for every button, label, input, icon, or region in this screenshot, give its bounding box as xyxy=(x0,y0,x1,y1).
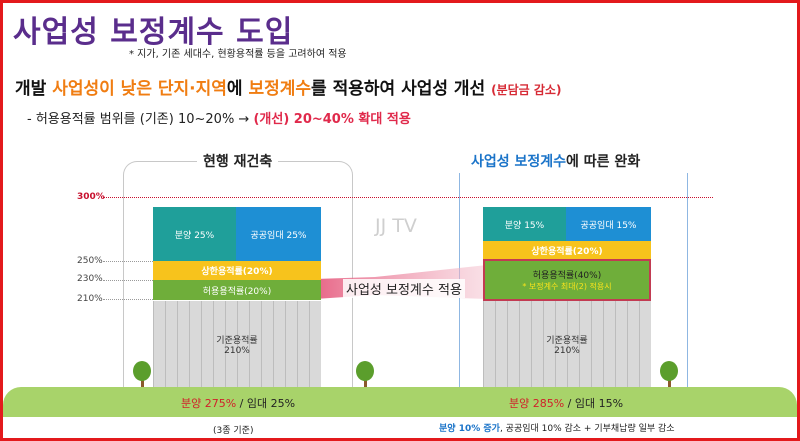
left-base-column xyxy=(153,301,321,393)
right-allowed-ratio-block: 허용용적률(40%) * 보정계수 최대(2) 적용시 xyxy=(483,259,651,301)
y-label-300: 300% xyxy=(77,192,105,202)
right-rental-block: 공공임대 15% xyxy=(566,207,651,241)
left-upper-ratio-block: 상한용적률(20%) xyxy=(153,261,321,280)
right-sale-block: 분양 15% xyxy=(483,207,566,241)
headline-highlight-coefficient: 보정계수 xyxy=(248,79,312,99)
left-base-label: 기준용적률 210% xyxy=(153,330,321,358)
headline-highlight-area: 사업성이 낮은 단지·지역 xyxy=(52,79,227,99)
right-allowed-label: 허용용적률(40%) xyxy=(532,271,602,281)
bullet-prefix: - 허용용적률 범위를 (기존) 10~20% → xyxy=(27,112,254,127)
headline: 개발 사업성이 낮은 단지·지역에 보정계수를 적용하여 사업성 개선 (분담금… xyxy=(15,74,561,99)
right-bracket-right-line xyxy=(687,173,688,393)
left-rental-block: 공공임대 25% xyxy=(236,207,321,261)
guide-250 xyxy=(103,261,161,262)
right-footnote: 분양 10% 증가, 공공임대 10% 감소 + 기부채납량 일부 감소 xyxy=(439,421,675,434)
left-ground-sale: 분양 275% xyxy=(181,397,237,410)
right-caption-rest: 에 따른 완화 xyxy=(566,154,641,170)
left-base-label-1: 기준용적률 xyxy=(216,335,258,346)
left-sale-block: 분양 25% xyxy=(153,207,236,261)
tree-trunk-3 xyxy=(668,375,671,389)
y-label-230: 230% xyxy=(77,274,103,284)
tree-icon-3 xyxy=(660,361,678,381)
headline-text-3: 를 적용하여 사업성 개선 xyxy=(311,79,492,99)
right-allowed-note: * 보정계수 최대(2) 적용시 xyxy=(522,282,612,291)
right-caption-highlight: 사업성 보정계수 xyxy=(471,154,567,170)
watermark: JJ TV xyxy=(375,215,417,237)
tree-icon-2 xyxy=(356,361,374,381)
arrow-label: 사업성 보정계수 적용 xyxy=(343,279,465,298)
right-base-label: 기준용적률 210% xyxy=(483,330,651,358)
right-base-label-1: 기준용적률 xyxy=(546,335,588,346)
y-label-250: 250% xyxy=(77,256,103,266)
headline-text-2: 에 xyxy=(226,79,249,99)
right-ground-rental: / 임대 15% xyxy=(564,397,624,410)
left-base-label-2: 210% xyxy=(224,345,250,356)
left-ground-rental: / 임대 25% xyxy=(236,397,296,410)
headline-note: (분담금 감소) xyxy=(491,83,562,97)
right-caption: 사업성 보정계수에 따른 완화 xyxy=(471,151,640,171)
y-label-210: 210% xyxy=(77,294,103,304)
right-upper-ratio-block: 상한용적률(20%) xyxy=(483,241,651,259)
right-footnote-rest: , 공공임대 10% 감소 + 기부채납량 일부 감소 xyxy=(499,424,675,434)
right-ground-sale: 분양 285% xyxy=(509,397,565,410)
left-allowed-ratio-block: 허용용적률(20%) xyxy=(153,280,321,300)
guide-300 xyxy=(103,197,713,198)
right-ground-text: 분양 285% / 임대 15% xyxy=(509,395,623,411)
left-caption: 현행 재건축 xyxy=(197,151,279,171)
left-footnote: (3종 기준) xyxy=(213,426,254,436)
right-base-label-2: 210% xyxy=(554,345,580,356)
guide-230 xyxy=(103,280,161,281)
headline-text-1: 개발 xyxy=(15,79,53,99)
right-base-column xyxy=(483,301,651,393)
title-subnote: * 지가, 기존 세대수, 현황용적률 등을 고려하여 적용 xyxy=(129,49,347,60)
tree-icon-1 xyxy=(133,361,151,381)
bullet-line: - 허용용적률 범위를 (기존) 10~20% → (개선) 20~40% 확대… xyxy=(27,108,411,127)
ground-strip xyxy=(3,387,797,417)
slide-title: 사업성 보정계수 도입 xyxy=(13,15,294,50)
right-footnote-highlight: 분양 10% 증가 xyxy=(439,424,500,434)
tree-trunk-2 xyxy=(364,375,367,389)
guide-210 xyxy=(103,299,161,300)
tree-trunk-1 xyxy=(141,375,144,389)
left-ground-text: 분양 275% / 임대 25% xyxy=(181,395,295,411)
bullet-improved: (개선) 20~40% 확대 적용 xyxy=(253,112,411,127)
